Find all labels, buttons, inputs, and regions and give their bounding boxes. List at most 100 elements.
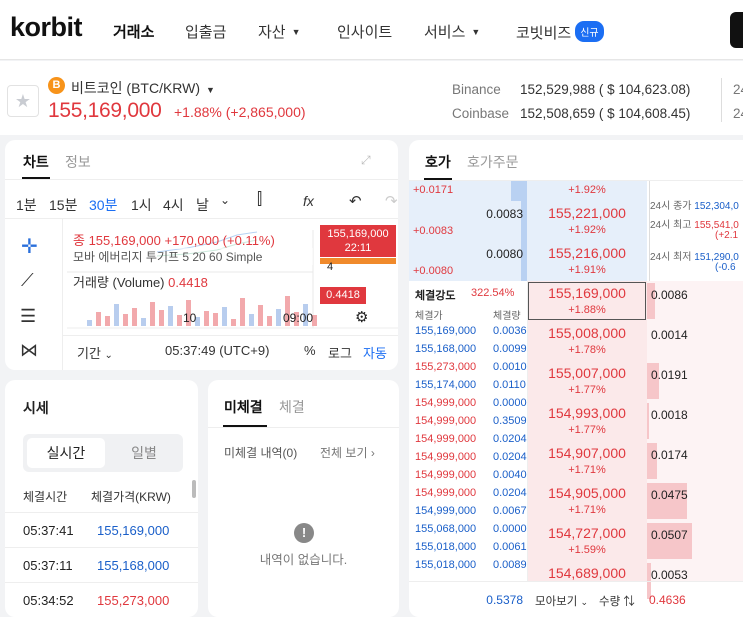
volume-bar	[294, 312, 299, 326]
trendline-icon[interactable]: ⟋	[21, 270, 34, 290]
redo-icon[interactable]: ↷	[385, 193, 398, 210]
nav-insight[interactable]: 인사이트	[337, 24, 393, 41]
trade-row: 154,999,000 0.0204	[415, 433, 527, 445]
bid-depth-bar	[647, 363, 659, 399]
fib-lines-icon[interactable]: ☰	[20, 306, 37, 326]
trade-row: 155,174,000 0.0110	[415, 379, 527, 391]
group-label: 모아보기	[535, 596, 578, 608]
interval-day[interactable]: 날	[196, 197, 209, 213]
nav-exchange[interactable]: 거래소	[113, 24, 155, 41]
interval-30m[interactable]: 30분	[89, 197, 118, 213]
favorite-star-icon[interactable]: ★	[7, 85, 39, 117]
strength-value: 322.54%	[471, 287, 515, 299]
volume-bar	[276, 309, 281, 326]
trade-price: 155,169,000	[415, 325, 477, 337]
bid-price[interactable]: 155,169,000	[548, 285, 626, 301]
bid-price[interactable]: 155,007,000	[548, 365, 626, 381]
trade-header-qty: 체결량	[493, 311, 521, 322]
group-button[interactable]: 모아보기 ⌄	[535, 593, 588, 609]
auto-toggle[interactable]: 자동	[363, 346, 387, 361]
trade-price: 155,168,000	[415, 343, 477, 355]
interval-4h[interactable]: 4시	[163, 197, 184, 213]
trade-row: 155,169,000 0.0036	[415, 325, 527, 337]
sort-icon: ⇅	[623, 596, 635, 608]
percent-toggle[interactable]: %	[304, 343, 316, 358]
nav-korbit-biz[interactable]: 코빗비즈 신규	[516, 21, 604, 43]
bid-price[interactable]: 154,727,000	[548, 525, 626, 541]
undo-icon[interactable]: ↶	[349, 193, 362, 210]
interval-1m[interactable]: 1분	[16, 197, 37, 213]
pattern-icon[interactable]: ⋈	[20, 340, 38, 360]
tab-filled[interactable]: 체결	[279, 399, 305, 415]
market-row: 05:37:11 155,168,000	[5, 547, 198, 582]
qty-sort-button[interactable]: 수량 ⇅	[599, 593, 635, 609]
ask-price-1[interactable]: 155,221,000	[548, 205, 626, 221]
trade-qty: 0.0204	[493, 433, 527, 445]
nav-service[interactable]: 서비스 ▼	[424, 21, 480, 42]
tab-chart[interactable]: 차트	[23, 154, 49, 170]
stat-close: 24시 종가 152,304,0	[650, 197, 739, 212]
trade-price: 155,174,000	[415, 379, 477, 391]
bid-qty: 0.0174	[651, 448, 688, 462]
tab-info[interactable]: 정보	[65, 154, 91, 170]
interval-1h[interactable]: 1시	[131, 197, 152, 213]
bid-qty: 0.0053	[651, 568, 688, 582]
korbit-logo[interactable]: korbit	[10, 12, 83, 42]
new-badge: 신규	[575, 21, 604, 42]
candlestick-icon[interactable]: ⫿	[257, 191, 263, 208]
tab-orderbook[interactable]: 호가	[425, 154, 451, 170]
market-row-time: 05:34:52	[23, 593, 74, 608]
log-toggle[interactable]: 로그	[328, 346, 352, 361]
tab-open-orders[interactable]: 미체결	[224, 399, 263, 415]
bid-price[interactable]: 154,689,000	[548, 565, 626, 581]
market-row-time: 05:37:11	[23, 558, 73, 573]
trade-row: 154,999,000 0.0067	[415, 505, 527, 517]
bid-qty: 0.0086	[651, 288, 688, 302]
trade-qty: 0.0040	[493, 469, 527, 481]
chevron-down-icon: ⌄	[580, 597, 589, 607]
bid-price[interactable]: 155,008,000	[548, 325, 626, 341]
crosshair-icon[interactable]: ✛	[21, 236, 38, 258]
header-action-button[interactable]	[730, 12, 743, 48]
trade-price: 154,999,000	[415, 451, 477, 463]
volume-bar	[114, 304, 119, 326]
coin-name-label: 비트코인 (BTC/KRW)	[71, 80, 201, 96]
volume-bar	[258, 305, 263, 326]
tab-order-entry[interactable]: 호가주문	[467, 154, 519, 170]
bid-price[interactable]: 154,993,000	[548, 405, 626, 421]
bid-price[interactable]: 154,905,000	[548, 485, 626, 501]
nav-deposit[interactable]: 입출금	[185, 24, 227, 41]
chevron-down-icon: ⌄	[104, 350, 113, 361]
volume-value: 0.4418	[168, 275, 208, 290]
ask-total: 0.5378	[486, 593, 523, 607]
trade-price: 155,273,000	[415, 361, 477, 373]
ask-price-2[interactable]: 155,216,000	[548, 245, 626, 261]
ask-pct-2: +1.91%	[568, 264, 606, 276]
trade-row: 154,999,000 0.3509	[415, 415, 527, 427]
settings-gear-icon[interactable]: ⚙	[355, 309, 369, 326]
coin-name[interactable]: 비트코인 (BTC/KRW) ▼	[71, 78, 215, 98]
interval-15m[interactable]: 15분	[49, 197, 78, 213]
period-button[interactable]: 기간 ⌄	[77, 343, 113, 362]
scrollbar[interactable]	[192, 480, 196, 498]
trade-header-price: 체결가	[415, 311, 443, 322]
toggle-realtime[interactable]: 실시간	[27, 438, 105, 468]
price-chart-area[interactable]: 종 155,169,000 +170,000 (+0.11%) 모바 에버리지 …	[67, 225, 398, 370]
indicator-fx-icon[interactable]: fx	[303, 193, 314, 209]
stat-close-value: 152,304,0	[694, 201, 739, 212]
trade-qty: 0.0061	[493, 541, 527, 553]
chevron-down-icon: ▼	[291, 27, 301, 37]
trade-row: 155,068,000 0.0000	[415, 523, 527, 535]
expand-icon[interactable]: ⤢	[361, 153, 371, 167]
volume-bar	[267, 316, 272, 326]
nav-assets[interactable]: 자산 ▼	[258, 21, 301, 42]
chevron-down-icon[interactable]: ⌄	[220, 193, 231, 207]
bid-price[interactable]: 154,907,000	[548, 445, 626, 461]
ask-pct-1: +1.92%	[568, 224, 606, 236]
trade-row: 155,273,000 0.0010	[415, 361, 527, 373]
trade-qty: 0.0089	[493, 559, 527, 571]
view-all-link[interactable]: 전체 보기 ›	[320, 444, 375, 461]
trade-row: 154,999,000 0.0204	[415, 487, 527, 499]
volume-bar	[150, 302, 155, 326]
toggle-daily[interactable]: 일별	[131, 445, 157, 461]
